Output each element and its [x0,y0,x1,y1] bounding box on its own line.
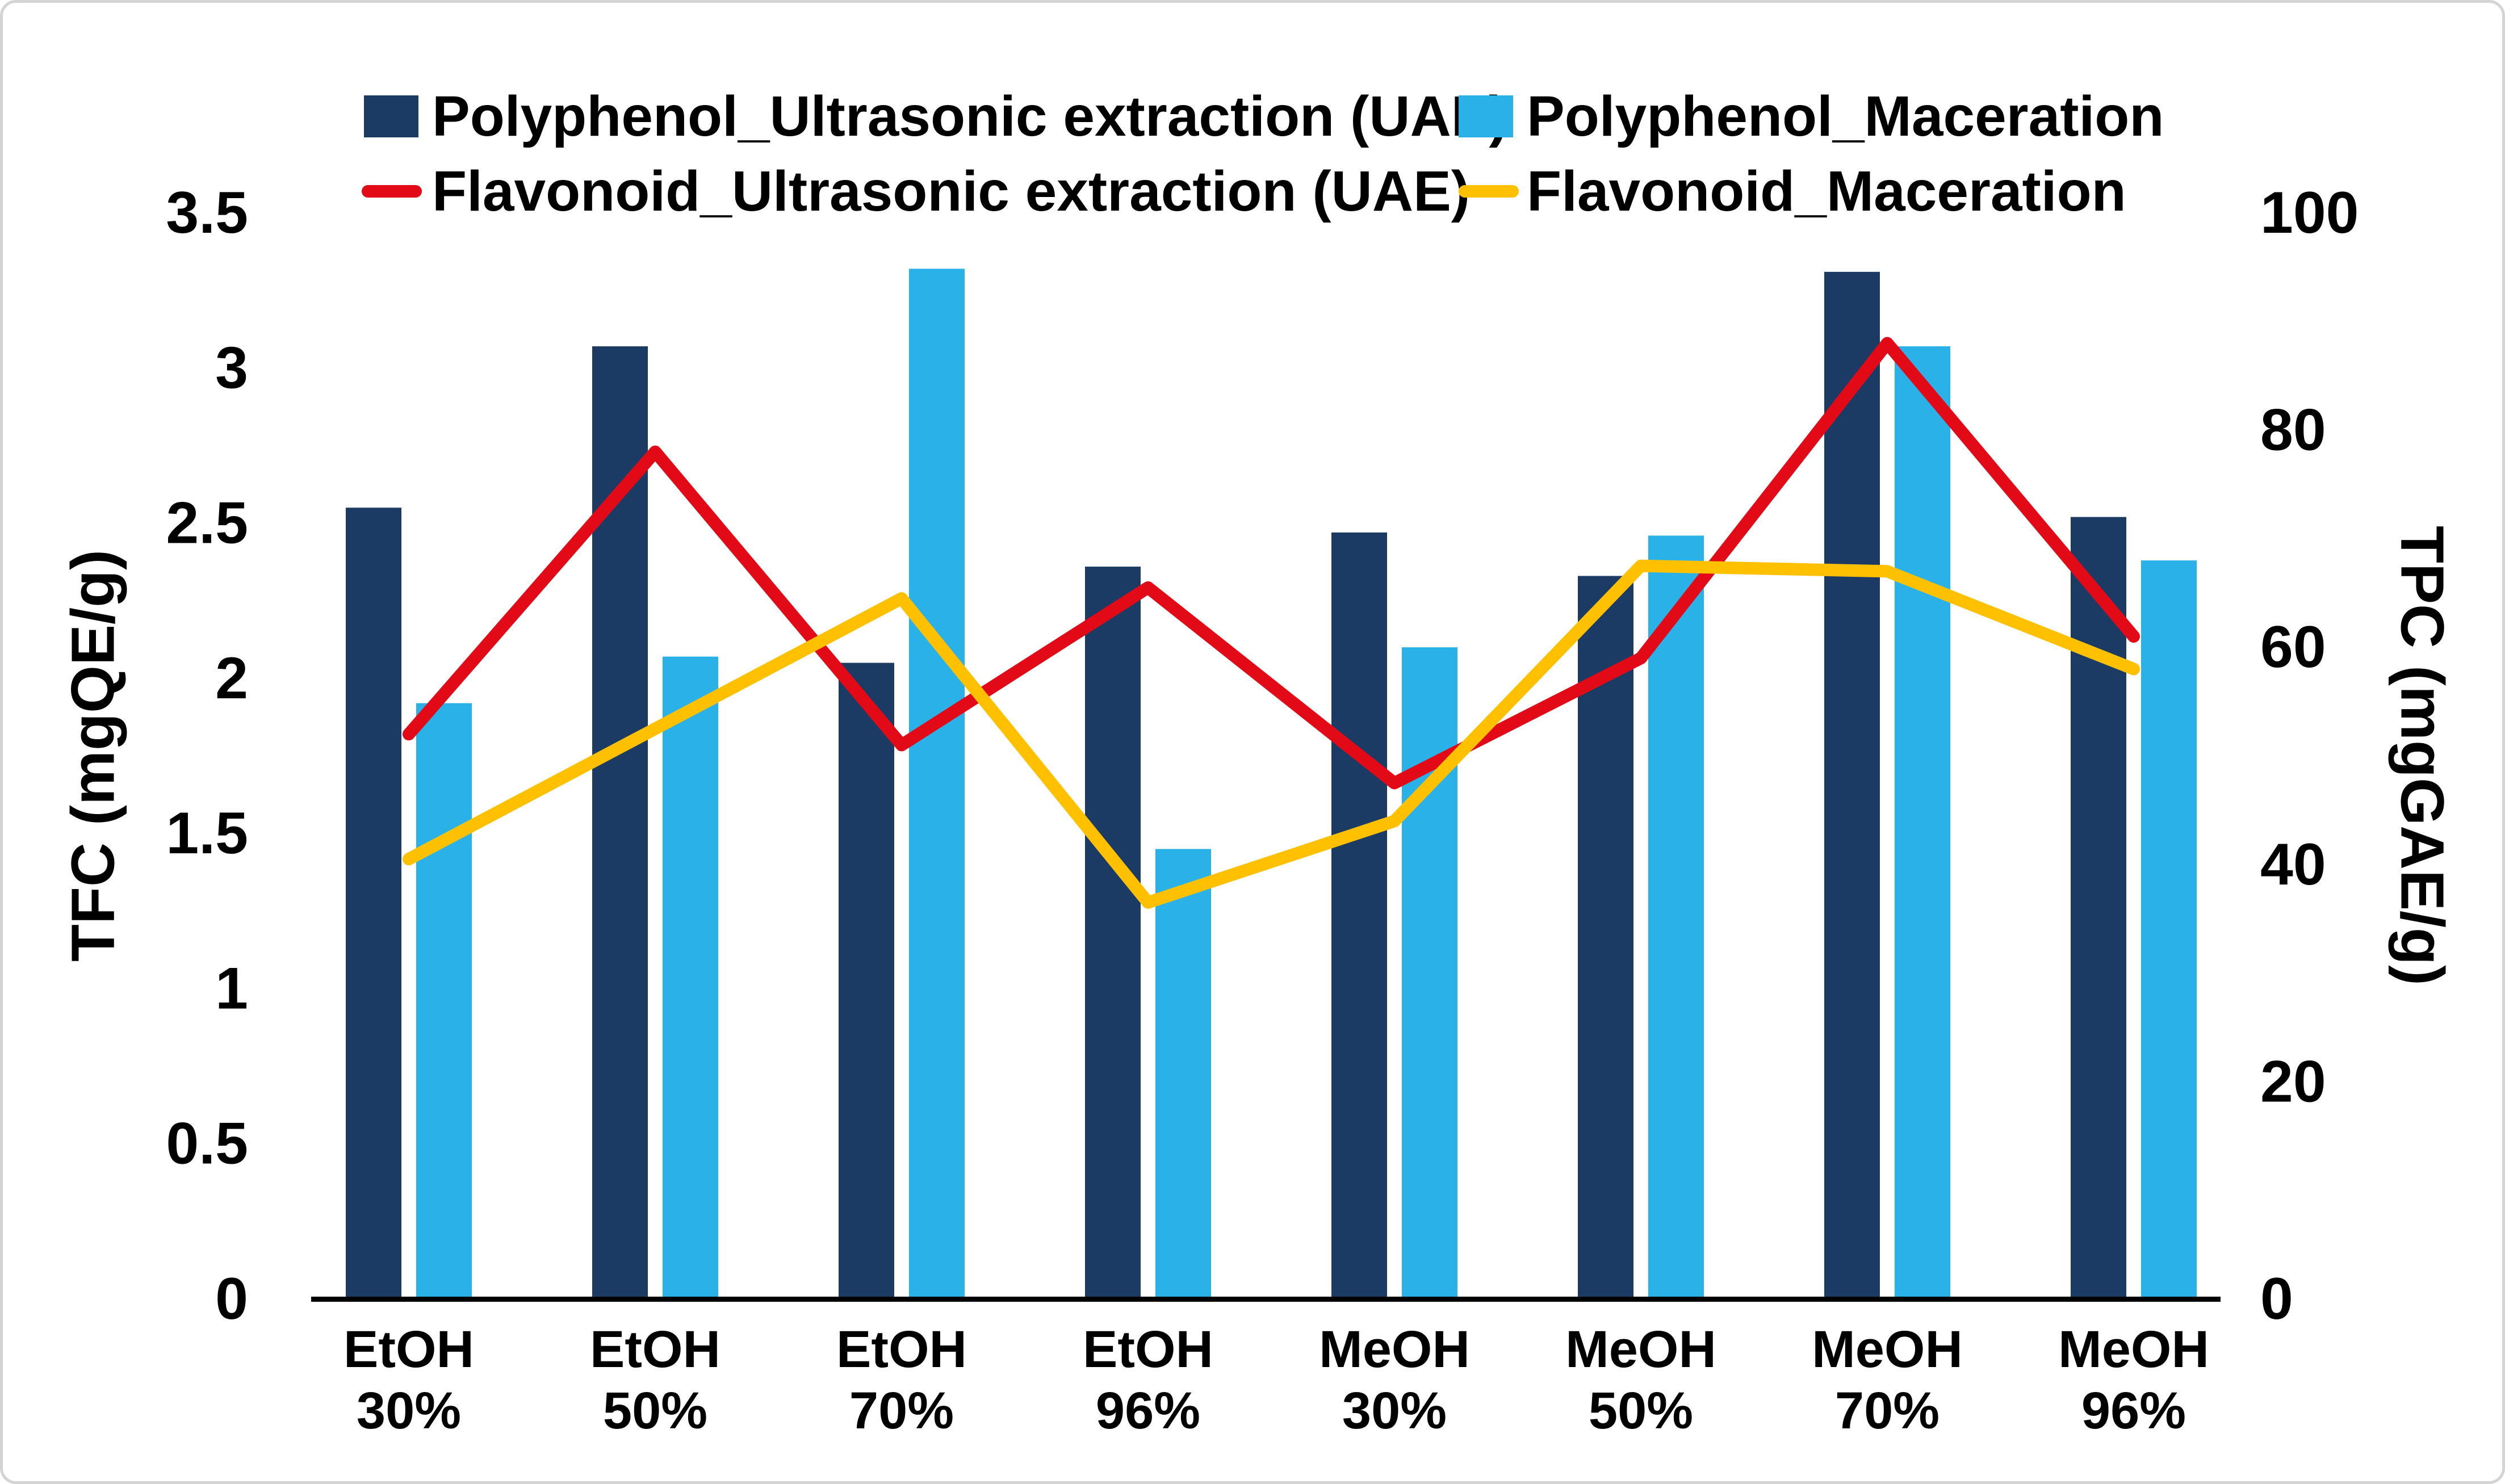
category-label-percent-0: 30% [357,1382,461,1440]
line-red [403,337,2140,790]
bar-navy-MeOH-96% [2071,517,2126,1299]
right-tick-20: 20 [2260,1049,2326,1114]
right-tick-60: 60 [2260,614,2326,680]
right-tick-40: 40 [2260,832,2326,898]
category-label-solvent-5: MeOH [1565,1320,1716,1378]
legend: Polyphenol_Ultrasonic extraction (UAE) P… [362,85,2164,223]
left-tick-1.5: 1.5 [166,800,248,866]
category-label-solvent-2: EtOH [836,1320,967,1378]
left-tick-2.5: 2.5 [166,491,248,556]
combo-chart: Polyphenol_Ultrasonic extraction (UAE) P… [58,85,2457,1440]
category-label-solvent-0: EtOH [344,1320,474,1378]
right-tick-100: 100 [2260,180,2359,246]
category-label-percent-2: 70% [849,1382,954,1440]
bar-navy-MeOH-50% [1578,576,1633,1299]
legend-swatch-flavonoid-uae [362,185,422,198]
legend-swatch-polyphenol-uae [364,95,418,137]
left-tick-1: 1 [215,955,248,1021]
legend-label-flavonoid-maceration: Flavonoid_Maceration [1527,160,2126,223]
line-series-group [403,337,2140,909]
left-tick-0: 0 [215,1266,248,1332]
bar-navy-EtOH-70% [839,663,894,1299]
bar-lightblue-MeOH-70% [1895,346,1950,1299]
bar-navy-EtOH-30% [346,508,401,1299]
legend-label-polyphenol-maceration: Polyphenol_Maceration [1527,85,2164,148]
bar-navy-MeOH-30% [1331,532,1387,1299]
category-label-percent-3: 96% [1096,1382,1200,1440]
bar-lightblue-MeOH-30% [1402,647,1457,1299]
category-label-percent-5: 50% [1589,1382,1693,1440]
category-label-percent-1: 50% [603,1382,707,1440]
bar-lightblue-EtOH-30% [416,703,472,1299]
legend-swatch-polyphenol-maceration [1459,95,1513,137]
right-tick-0: 0 [2260,1266,2293,1332]
category-label-percent-4: 30% [1342,1382,1447,1440]
bar-navy-EtOH-96% [1085,567,1141,1299]
right-axis-title: TPC (mgGAE/g) [2389,526,2457,986]
category-label-percent-7: 96% [2081,1382,2186,1440]
bar-lightblue-EtOH-50% [663,656,718,1299]
category-label-percent-6: 70% [1835,1382,1940,1440]
legend-label-flavonoid-uae: Flavonoid_Ultrasonic extraction (UAE) [432,160,1470,223]
bar-groups [346,269,2197,1299]
bar-lightblue-EtOH-70% [909,269,965,1299]
category-labels: EtOH30%EtOH50%EtOH70%EtOH96%MeOH30%MeOH5… [344,1320,2209,1440]
left-axis-title: TFC (mgQE/g) [58,550,127,962]
left-tick-3: 3 [215,335,248,401]
left-tick-3.5: 3.5 [166,180,248,246]
left-tick-2: 2 [215,645,248,711]
category-label-solvent-4: MeOH [1319,1320,1470,1378]
legend-label-polyphenol-uae: Polyphenol_Ultrasonic extraction (UAE) [432,85,1508,148]
right-tick-80: 80 [2260,397,2326,463]
line-gold [403,559,2140,909]
category-label-solvent-1: EtOH [590,1320,720,1378]
category-label-solvent-6: MeOH [1812,1320,1963,1378]
category-label-solvent-3: EtOH [1083,1320,1213,1378]
legend-swatch-flavonoid-maceration [1459,185,1519,198]
bar-lightblue-MeOH-50% [1648,535,1704,1299]
category-label-solvent-7: MeOH [2058,1320,2209,1378]
bar-lightblue-EtOH-96% [1155,849,1211,1299]
right-axis-ticks: 0 20 40 60 80 100 [2260,180,2359,1332]
bar-navy-MeOH-70% [1824,271,1880,1299]
x-axis-line [311,1297,2221,1302]
left-axis-ticks: 0 0.5 1 1.5 2 2.5 3 3.5 [166,180,248,1332]
bar-lightblue-MeOH-96% [2141,560,2197,1299]
left-tick-0.5: 0.5 [166,1111,248,1177]
